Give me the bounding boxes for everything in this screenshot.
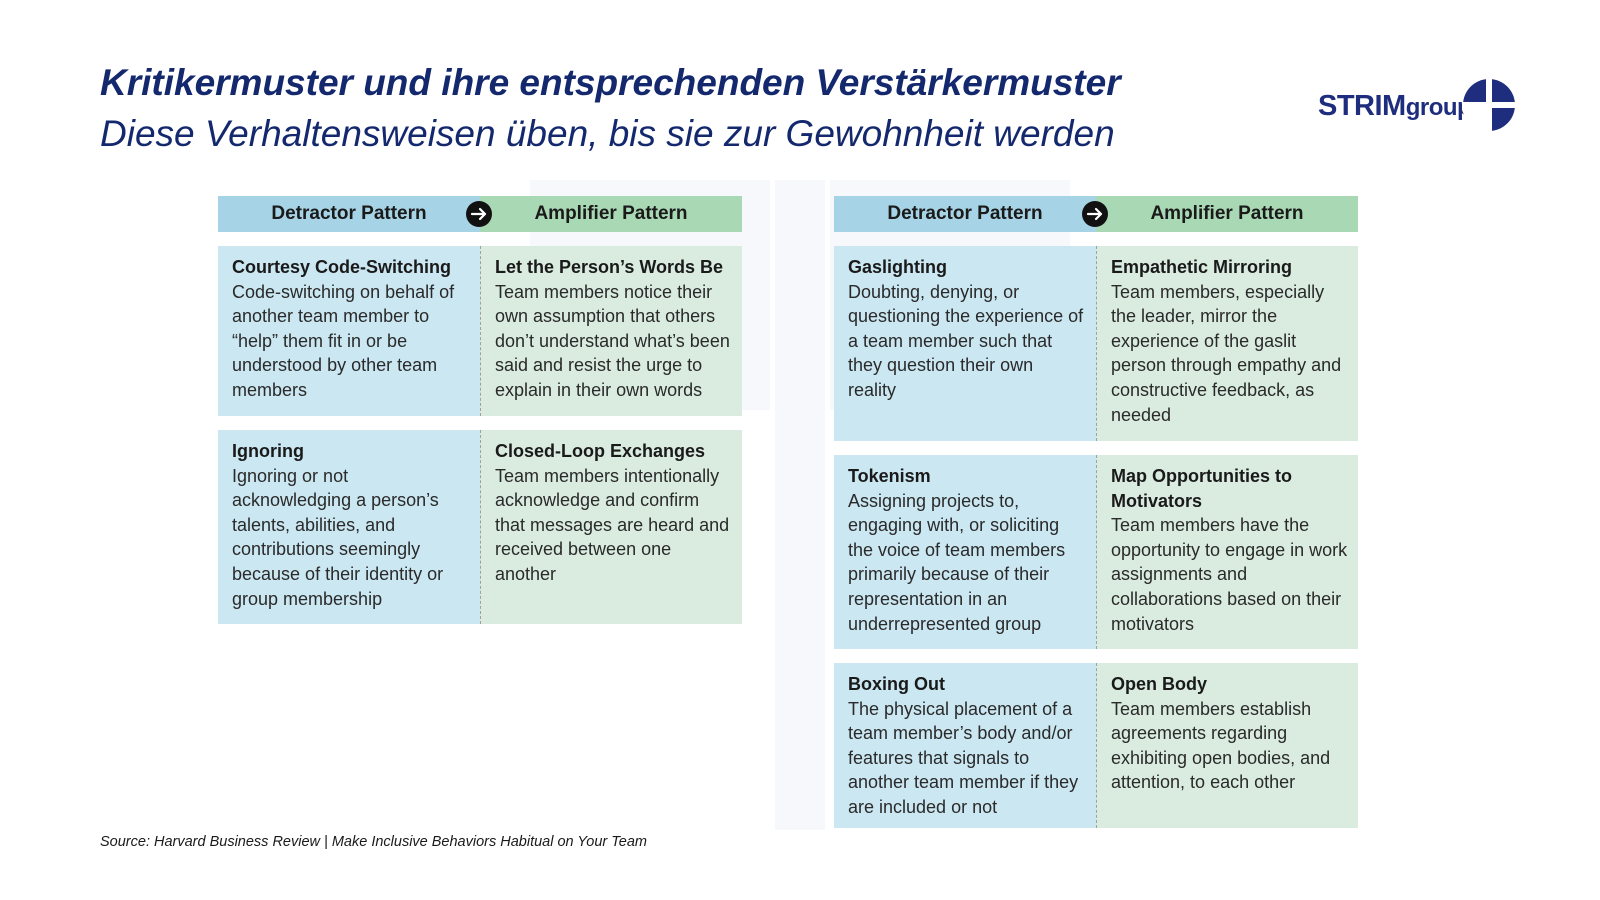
detractor-cell: Ignoring Ignoring or not acknowledging a… xyxy=(218,430,480,624)
logo-text-strim: STRIM xyxy=(1318,90,1406,122)
strimgroup-logo: STRIMgroup xyxy=(1318,78,1518,138)
table-header: Detractor Pattern Amplifier Pattern xyxy=(218,196,742,232)
detractor-cell: Gaslighting Doubting, denying, or questi… xyxy=(834,246,1096,441)
amplifier-title: Let the Person’s Words Be xyxy=(495,257,724,277)
page-title: Kritikermuster und ihre entsprechenden V… xyxy=(100,62,1121,103)
detractor-cell: Boxing Out The physical placement of a t… xyxy=(834,663,1096,828)
left-pattern-table: Detractor Pattern Amplifier Pattern Cour… xyxy=(218,196,742,624)
detractor-title: Gaslighting xyxy=(848,257,947,277)
amplifier-title: Open Body xyxy=(1111,674,1208,694)
amplifier-title: Closed-Loop Exchanges xyxy=(495,441,706,461)
table-row: Boxing Out The physical placement of a t… xyxy=(834,663,1358,828)
detractor-header: Detractor Pattern xyxy=(834,196,1096,232)
amplifier-text: Team members establish agreements regard… xyxy=(1111,698,1331,793)
amplifier-cell: Empathetic Mirroring Team members, espec… xyxy=(1096,246,1358,441)
detractor-header: Detractor Pattern xyxy=(218,196,480,232)
detractor-text: Code-switching on behalf of another team… xyxy=(232,281,455,400)
page-subtitle: Diese Verhaltensweisen üben, bis sie zur… xyxy=(100,113,1115,154)
amplifier-text: Team members notice their own assumption… xyxy=(495,281,730,400)
amplifier-header: Amplifier Pattern xyxy=(1096,196,1358,232)
table-row: Gaslighting Doubting, denying, or questi… xyxy=(834,246,1358,441)
amplifier-cell: Open Body Team members establish agreeme… xyxy=(1096,663,1358,828)
amplifier-header: Amplifier Pattern xyxy=(480,196,742,232)
detractor-cell: Courtesy Code-Switching Code-switching o… xyxy=(218,246,480,416)
right-pattern-table: Detractor Pattern Amplifier Pattern Gasl… xyxy=(834,196,1358,828)
amplifier-title: Empathetic Mirroring xyxy=(1111,257,1293,277)
source-citation: Source: Harvard Business Review | Make I… xyxy=(100,834,647,850)
amplifier-text: Team members intentionally acknowledge a… xyxy=(495,465,730,584)
detractor-title: Courtesy Code-Switching xyxy=(232,257,452,277)
logo-text-group: group xyxy=(1405,94,1472,121)
amplifier-text: Team members, especially the leader, mir… xyxy=(1111,281,1342,425)
amplifier-text: Team members have the opportunity to eng… xyxy=(1111,515,1348,634)
amplifier-cell: Map Opportunities to Motivators Team mem… xyxy=(1096,455,1358,649)
detractor-title: Ignoring xyxy=(232,441,304,461)
detractor-text: The physical placement of a team member’… xyxy=(848,698,1079,817)
detractor-text: Doubting, denying, or questioning the ex… xyxy=(848,281,1084,400)
table-row: Ignoring Ignoring or not acknowledging a… xyxy=(218,430,742,624)
arrow-right-icon xyxy=(1082,201,1108,227)
arrow-right-icon xyxy=(466,201,492,227)
detractor-text: Assigning projects to, engaging with, or… xyxy=(848,490,1066,634)
detractor-cell: Tokenism Assigning projects to, engaging… xyxy=(834,455,1096,649)
table-row: Tokenism Assigning projects to, engaging… xyxy=(834,455,1358,649)
detractor-text: Ignoring or not acknowledging a person’s… xyxy=(232,465,444,609)
table-header: Detractor Pattern Amplifier Pattern xyxy=(834,196,1358,232)
logo-mark-icon xyxy=(1462,78,1516,132)
amplifier-cell: Closed-Loop Exchanges Team members inten… xyxy=(480,430,742,624)
detractor-title: Boxing Out xyxy=(848,674,945,694)
table-row: Courtesy Code-Switching Code-switching o… xyxy=(218,246,742,416)
detractor-title: Tokenism xyxy=(848,466,931,486)
amplifier-title: Map Opportunities to Motivators xyxy=(1111,466,1292,511)
amplifier-cell: Let the Person’s Words Be Team members n… xyxy=(480,246,742,416)
